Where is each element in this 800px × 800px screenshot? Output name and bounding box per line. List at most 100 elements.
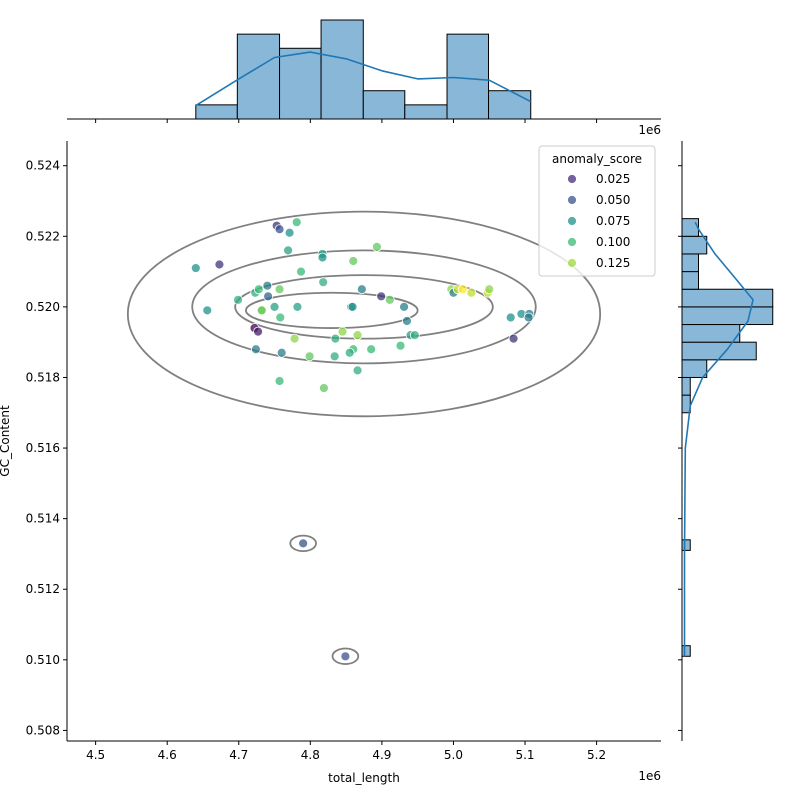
data-point	[269, 301, 280, 312]
data-point	[457, 284, 468, 295]
data-point	[484, 284, 495, 295]
y-tick-label: 0.516	[26, 441, 60, 455]
data-point	[256, 305, 267, 316]
x-histogram-bar	[446, 33, 490, 120]
y-axis-title: GC_Content	[0, 405, 12, 477]
data-point	[283, 245, 294, 256]
data-point	[291, 217, 302, 228]
x-histogram-bar	[279, 47, 322, 120]
data-point	[202, 305, 213, 316]
main-axes	[66, 141, 661, 742]
legend-title: anomaly_score	[552, 152, 642, 166]
legend-label: 0.100	[596, 235, 630, 249]
y-marginal-histogram	[681, 141, 774, 741]
y-tick-label: 0.518	[26, 370, 60, 384]
kde-contour-outer	[126, 210, 602, 418]
scatter-points	[190, 217, 535, 662]
x-marginal-histogram	[67, 19, 661, 120]
x-tick-label: 4.6	[158, 748, 177, 762]
data-point	[466, 287, 477, 298]
y-histogram-bar	[681, 271, 699, 290]
data-point	[251, 344, 261, 355]
data-point	[384, 294, 395, 305]
data-point	[214, 259, 225, 270]
data-point	[284, 227, 295, 238]
kde-contour-outlier-2	[331, 647, 360, 665]
data-point	[337, 326, 348, 337]
data-point	[347, 301, 358, 312]
x-tick-label: 4.9	[372, 748, 391, 762]
data-point	[274, 376, 285, 386]
data-point	[505, 312, 516, 323]
y-tick-label: 0.512	[26, 582, 60, 596]
x-tick-label: 4.5	[86, 748, 105, 762]
data-point	[190, 263, 201, 273]
y-histogram-bar	[681, 235, 708, 255]
x-histogram-bar	[236, 33, 281, 120]
legend-marker	[567, 195, 577, 205]
data-point	[275, 312, 286, 323]
x-marginal-kde-line	[195, 51, 532, 107]
y-tick-label: 0.524	[26, 159, 60, 173]
y-histogram-bar	[681, 324, 741, 343]
y-histogram-bar	[681, 218, 699, 237]
data-point	[366, 344, 377, 355]
legend-marker	[567, 258, 577, 268]
data-point	[399, 301, 409, 312]
kde-contours	[126, 210, 602, 665]
data-point	[340, 651, 351, 662]
legend-label: 0.075	[596, 214, 630, 228]
y-histogram-bar	[681, 359, 708, 378]
y-tick-label: 0.514	[26, 512, 60, 526]
data-point	[356, 284, 367, 295]
x-histogram-bar	[320, 19, 364, 120]
x-tick-label: 5.0	[444, 748, 463, 762]
y-histogram-bar	[681, 253, 699, 273]
legend-label: 0.025	[596, 172, 630, 186]
data-point	[263, 291, 274, 302]
legend-label: 0.125	[596, 256, 630, 270]
y-histogram-bar	[681, 306, 774, 326]
y-tick-label: 0.508	[26, 723, 60, 737]
data-point	[262, 280, 273, 291]
data-point	[274, 224, 285, 235]
y-histogram-bar	[681, 376, 691, 396]
data-point	[376, 291, 387, 302]
x-histogram-bar	[488, 90, 532, 120]
x-tick-label: 5.1	[515, 748, 534, 762]
data-point	[304, 351, 315, 362]
legend-entries: 0.025 0.050 0.075 0.100 0.125	[567, 172, 630, 270]
y-histogram-bar	[681, 288, 774, 308]
data-point	[352, 330, 363, 341]
kde-contour-level-2	[191, 249, 537, 365]
x-offset-label-top: 1e6	[638, 123, 661, 137]
data-point	[319, 383, 329, 393]
x-tick-label: 4.7	[229, 748, 248, 762]
x-tick-label: 5.2	[587, 748, 606, 762]
data-point	[395, 340, 406, 351]
legend: anomaly_score 0.025 0.050 0.075 0.100 0.125	[538, 145, 656, 277]
data-point	[292, 301, 303, 312]
legend-marker	[567, 216, 577, 226]
data-point	[274, 284, 285, 295]
kde-contour-inner	[245, 291, 419, 329]
data-point	[296, 266, 306, 277]
data-point	[523, 312, 534, 323]
data-point	[298, 538, 309, 549]
y-histogram-bar	[681, 539, 691, 551]
data-point	[289, 333, 300, 344]
x-tick-label: 4.8	[301, 748, 320, 762]
tick-marks: 4.5 4.6 4.7 4.8 4.9 5.0 5.1 5.2 0.508 0.510 0.512 0…	[26, 119, 682, 762]
x-histogram-bar	[404, 104, 448, 120]
legend-label: 0.050	[596, 193, 630, 207]
data-point	[276, 347, 287, 358]
data-point	[344, 347, 355, 358]
data-point	[348, 256, 359, 266]
y-tick-label: 0.520	[26, 300, 60, 314]
data-point	[233, 294, 243, 305]
data-point	[371, 241, 382, 252]
data-point	[253, 284, 264, 295]
data-point	[352, 365, 363, 376]
data-point	[508, 333, 519, 344]
legend-marker	[567, 174, 577, 184]
